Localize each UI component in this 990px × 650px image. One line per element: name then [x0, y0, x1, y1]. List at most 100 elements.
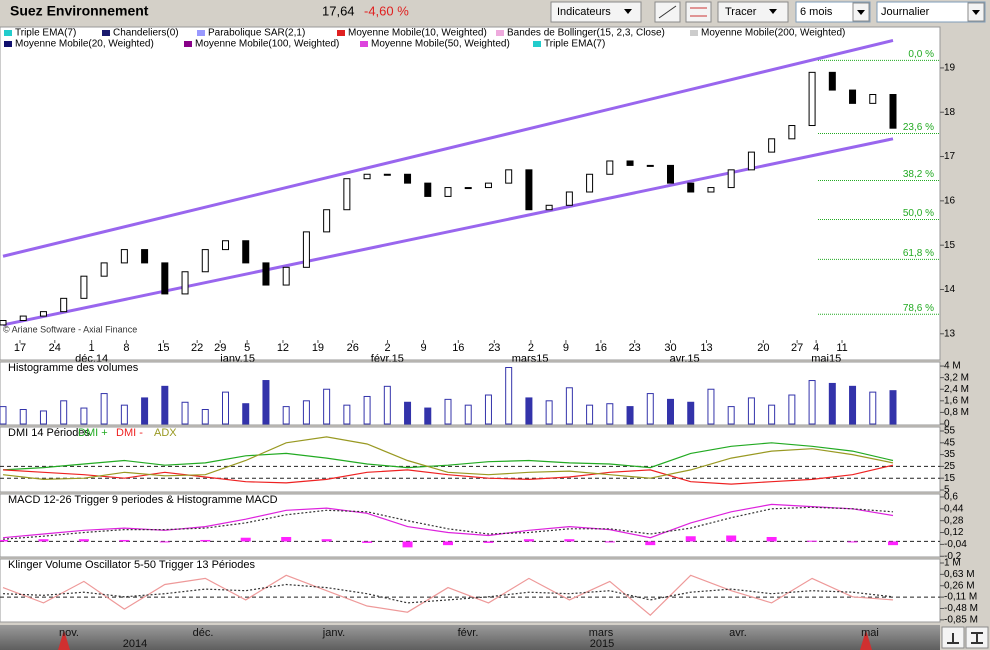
histogram-bar: [483, 541, 494, 543]
candle: [0, 320, 7, 326]
y-tick-label: 1 M: [944, 558, 961, 569]
interval-label: Journalier: [881, 6, 930, 18]
y-tick-label: 16: [944, 195, 956, 206]
interval-select[interactable]: Journalier: [876, 1, 986, 23]
y-tick-label: 0,8 M: [944, 407, 969, 418]
line-tool-button[interactable]: [654, 1, 681, 23]
volume-bar: [262, 380, 270, 425]
candle: [201, 249, 209, 273]
histogram-bar: [281, 536, 292, 542]
price-change: -4,60 %: [364, 3, 409, 18]
candle: [788, 125, 796, 140]
x-tick-label: 13: [700, 342, 712, 354]
volume-bar: [808, 380, 816, 425]
legend-swatch: [360, 41, 368, 47]
candle: [302, 231, 310, 268]
navigator-month: avr.: [729, 627, 747, 639]
fibonacci-label: 50,0 %: [903, 208, 934, 219]
x-tick-label: 27: [791, 342, 803, 354]
volume-bar: [747, 397, 755, 425]
y-tick-label: 15: [944, 473, 956, 484]
x-tick-label: 1: [89, 342, 95, 354]
nav-zoom-in[interactable]: [941, 626, 965, 649]
candle: [484, 182, 492, 189]
navigator-year: 2014: [123, 638, 147, 650]
volume-bar: [464, 404, 472, 425]
legend-swatch: [4, 41, 12, 47]
y-tick-label: -0,48 M: [944, 603, 978, 614]
candle: [606, 160, 614, 175]
volume-bar: [586, 404, 594, 425]
histogram-bar: [119, 539, 130, 542]
panel: -0,85 M-0,48 M-0,11 M0,26 M0,63 M1 M Klin…: [0, 558, 978, 625]
legend-swatch: [337, 30, 345, 36]
legend-swatch: [102, 30, 110, 36]
y-tick-label: 1,6 M: [944, 395, 969, 406]
y-tick-label: 0,44: [944, 503, 964, 514]
legend-label: DMI -: [116, 427, 143, 439]
y-tick-label: 35: [944, 449, 956, 460]
navigator-month: mars: [589, 627, 614, 639]
histogram-bar: [443, 541, 453, 546]
candle: [768, 138, 776, 153]
y-tick-label: -0,85 M: [944, 614, 978, 625]
candle: [19, 315, 27, 322]
legend-label: Moyenne Mobile(200, Weighted): [701, 28, 845, 39]
histogram-bar: [321, 539, 332, 542]
x-tick-label: 23: [488, 342, 500, 354]
volume-bar: [282, 406, 290, 425]
x-tick-label: 22: [191, 342, 203, 354]
volume-bar: [181, 401, 189, 425]
volume-bar: [242, 403, 250, 425]
nav-zoom-out[interactable]: [965, 626, 989, 649]
legend-swatch: [4, 30, 12, 36]
period-select[interactable]: 6 mois: [795, 1, 871, 23]
candle: [869, 94, 877, 104]
volume-bar: [889, 390, 897, 425]
candle: [444, 187, 452, 197]
navigator-month: nov.: [59, 627, 79, 639]
x-tick-label: 29: [214, 342, 226, 354]
volume-bar: [60, 400, 68, 425]
candle: [707, 187, 715, 193]
indicators-button[interactable]: Indicateurs: [550, 1, 642, 23]
volume-bar: [343, 404, 351, 425]
candle: [828, 71, 836, 91]
candle: [161, 262, 169, 295]
histogram-bar: [604, 541, 615, 543]
volume-bar: [768, 404, 776, 425]
panel-background: [0, 26, 941, 361]
trend-line: [2, 137, 894, 327]
x-tick-label: 11: [836, 342, 847, 354]
watermark: © Ariane Software - Axial Finance: [3, 324, 137, 334]
fibonacci-label: 23,6 %: [903, 122, 934, 133]
candle: [889, 94, 897, 129]
candle: [39, 311, 47, 317]
candle: [80, 275, 88, 299]
panel-title: MACD 12-26 Trigger 9 periodes & Histogra…: [8, 494, 278, 506]
legend-swatch: [197, 30, 205, 36]
candle: [60, 297, 68, 313]
legend-swatch: [533, 41, 541, 47]
y-tick-label: -0,2: [944, 551, 962, 562]
candle: [120, 249, 128, 264]
draw-button[interactable]: Tracer: [717, 1, 789, 23]
navigator[interactable]: [0, 625, 940, 650]
y-tick-label: 2,4 M: [944, 384, 969, 395]
volume-bar: [19, 409, 27, 425]
histogram-bar: [159, 541, 170, 543]
candle: [747, 151, 755, 171]
volume-bar: [161, 385, 169, 425]
panel-title: DMI 14 Périodes: [8, 427, 90, 439]
legend-label: DMI +: [78, 427, 108, 439]
volume-bar: [424, 407, 432, 425]
volume-bar: [606, 403, 614, 425]
fibonacci-label: 38,2 %: [903, 169, 934, 180]
last-price: 17,64: [322, 3, 355, 18]
hline-tool-button[interactable]: [685, 1, 712, 23]
candle: [849, 89, 857, 104]
histogram-bar: [523, 539, 534, 542]
legend-swatch: [184, 41, 192, 47]
navigator-month: déc.: [193, 627, 214, 639]
volume-bar: [828, 382, 836, 425]
